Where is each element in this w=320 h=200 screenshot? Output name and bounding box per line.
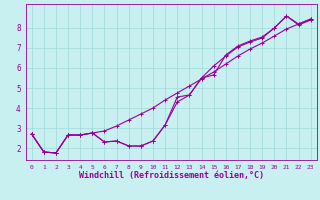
X-axis label: Windchill (Refroidissement éolien,°C): Windchill (Refroidissement éolien,°C) xyxy=(79,171,264,180)
